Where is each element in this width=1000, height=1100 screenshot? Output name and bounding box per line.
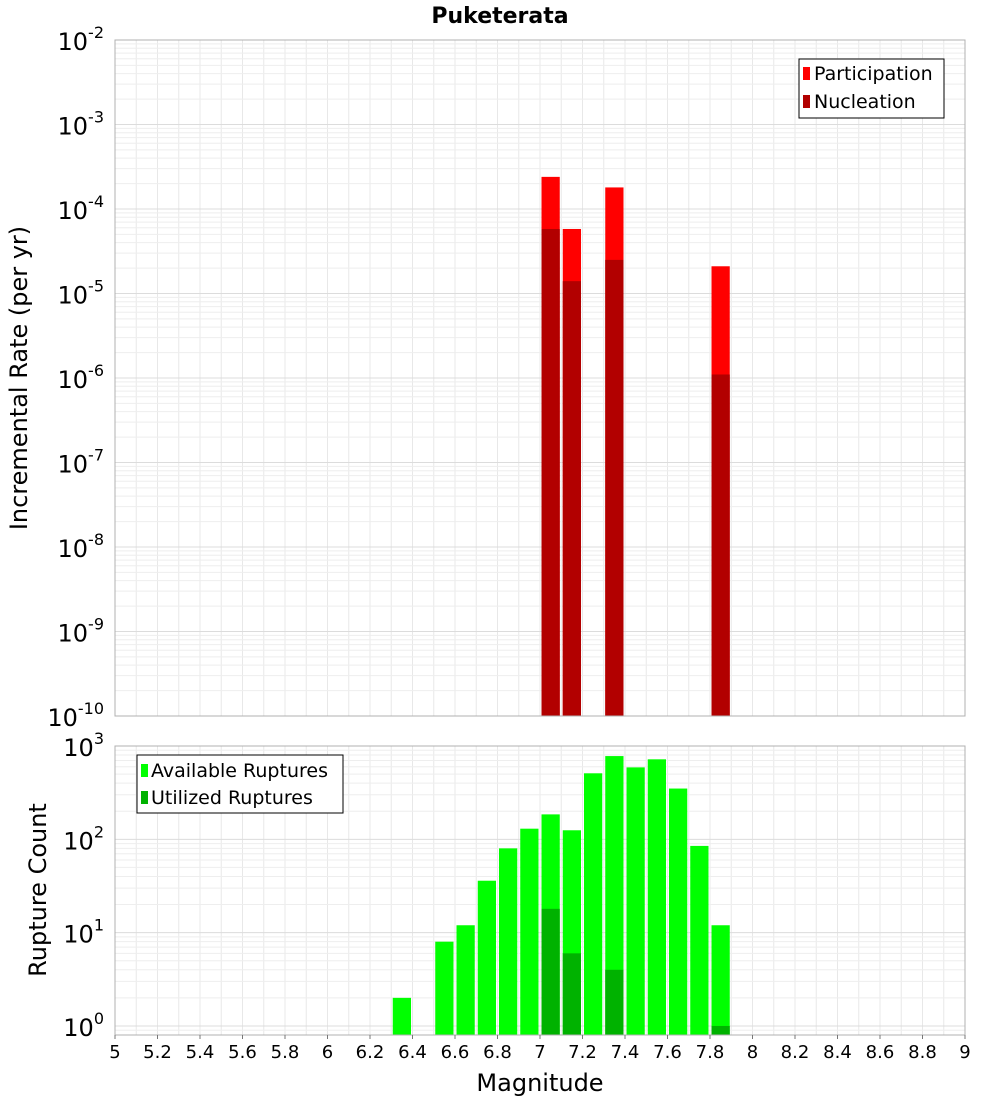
available-legend-label: Available Ruptures — [151, 760, 328, 782]
x-tick-label: 5.6 — [228, 1042, 257, 1063]
count-bar-available-ruptures — [647, 759, 666, 1035]
count-bar-utilized-ruptures — [711, 1025, 730, 1035]
count-bar-available-ruptures — [520, 828, 539, 1035]
participation-legend-label: Participation — [814, 63, 933, 85]
bottom-plot-y-ticks: 100 101 102 103 — [63, 729, 104, 1042]
y-tick-label: 102 — [63, 822, 104, 855]
x-tick-label: 8.4 — [823, 1042, 852, 1063]
x-tick-label: 5.8 — [271, 1042, 300, 1063]
top-y-axis-title: Incremental Rate (per yr) — [5, 226, 33, 530]
x-tick-label: 7.8 — [696, 1042, 725, 1063]
count-bar-available-ruptures — [456, 925, 475, 1035]
y-tick-label: 103 — [63, 729, 104, 762]
bottom-plot-bars — [392, 756, 730, 1035]
x-tick-label: 9 — [959, 1042, 970, 1063]
y-tick-label: 10-5 — [58, 277, 105, 310]
count-bar-available-ruptures — [499, 848, 518, 1035]
bottom-legend: Available Ruptures Utilized Ruptures — [136, 754, 344, 814]
rate-bar-nucleation — [562, 281, 581, 716]
count-bar-available-ruptures — [605, 756, 624, 1035]
x-tick-label: 6 — [322, 1042, 333, 1063]
count-bar-utilized-ruptures — [605, 969, 624, 1035]
participation-legend-swatch — [803, 67, 810, 80]
top-plot-y-ticks: 10-10 10-9 10-8 10-7 10-6 10-5 10-4 10-3 10-2 — [47, 23, 104, 732]
x-axis-title: Magnitude — [476, 1069, 603, 1097]
chart-title: Puketerata — [431, 4, 568, 29]
x-tick-label: 7.2 — [568, 1042, 597, 1063]
top-plot-frame — [114, 39, 966, 717]
bottom-legend-box — [136, 754, 344, 814]
y-tick-label: 10-2 — [58, 23, 105, 56]
x-tick-label: 5.4 — [186, 1042, 215, 1063]
top-plot-bars — [541, 176, 730, 717]
nucleation-legend-swatch — [803, 95, 810, 108]
available-legend-swatch — [141, 764, 148, 777]
count-bar-available-ruptures — [392, 997, 411, 1035]
x-tick-label: 8 — [747, 1042, 758, 1063]
count-bar-utilized-ruptures — [562, 953, 581, 1035]
x-tick-label: 6.6 — [441, 1042, 470, 1063]
rate-bar-nucleation — [605, 259, 624, 716]
x-tick-label: 7 — [534, 1042, 545, 1063]
x-tick-label: 5 — [109, 1042, 120, 1063]
y-tick-label: 100 — [63, 1009, 104, 1042]
count-bar-utilized-ruptures — [541, 908, 560, 1035]
y-tick-label: 10-7 — [58, 446, 105, 479]
x-tick-label: 5.2 — [143, 1042, 172, 1063]
count-bar-available-ruptures — [690, 845, 709, 1035]
rate-bar-nucleation — [541, 228, 560, 716]
count-bar-available-ruptures — [669, 788, 688, 1035]
utilized-legend-swatch — [141, 791, 148, 804]
count-bar-available-ruptures — [584, 773, 603, 1035]
x-tick-label: 6.8 — [483, 1042, 512, 1063]
x-tick-label: 8.6 — [866, 1042, 895, 1063]
count-bar-available-ruptures — [711, 925, 730, 1035]
y-tick-label: 10-3 — [58, 108, 105, 141]
count-bar-available-ruptures — [477, 880, 496, 1035]
rate-bar-nucleation — [711, 374, 730, 716]
y-tick-label: 10-4 — [58, 192, 105, 225]
y-tick-label: 10-8 — [58, 530, 105, 563]
top-plot-grid — [114, 40, 966, 717]
x-tick-label: 6.4 — [398, 1042, 427, 1063]
count-bar-available-ruptures — [626, 767, 645, 1035]
y-tick-label: 10-9 — [58, 615, 105, 648]
x-tick-label: 7.4 — [611, 1042, 640, 1063]
x-tick-label: 8.2 — [781, 1042, 810, 1063]
x-tick-label: 8.8 — [908, 1042, 937, 1063]
nucleation-legend-label: Nucleation — [814, 91, 916, 113]
utilized-legend-label: Utilized Ruptures — [151, 787, 313, 809]
x-tick-labels: 5 5.2 5.4 5.6 5.8 6 6.2 6.4 6.6 6.8 7 7.2 7.4 7.6 7.8 8… — [109, 1035, 971, 1063]
y-tick-label: 101 — [63, 916, 104, 949]
y-tick-label: 10-10 — [47, 699, 104, 732]
bottom-y-axis-title: Rupture Count — [24, 803, 52, 977]
top-legend: Participation Nucleation — [798, 58, 945, 119]
x-tick-label: 6.2 — [356, 1042, 385, 1063]
y-tick-label: 10-6 — [58, 361, 105, 394]
top-legend-box — [798, 58, 945, 119]
count-bar-available-ruptures — [435, 941, 454, 1035]
x-tick-label: 7.6 — [653, 1042, 682, 1063]
